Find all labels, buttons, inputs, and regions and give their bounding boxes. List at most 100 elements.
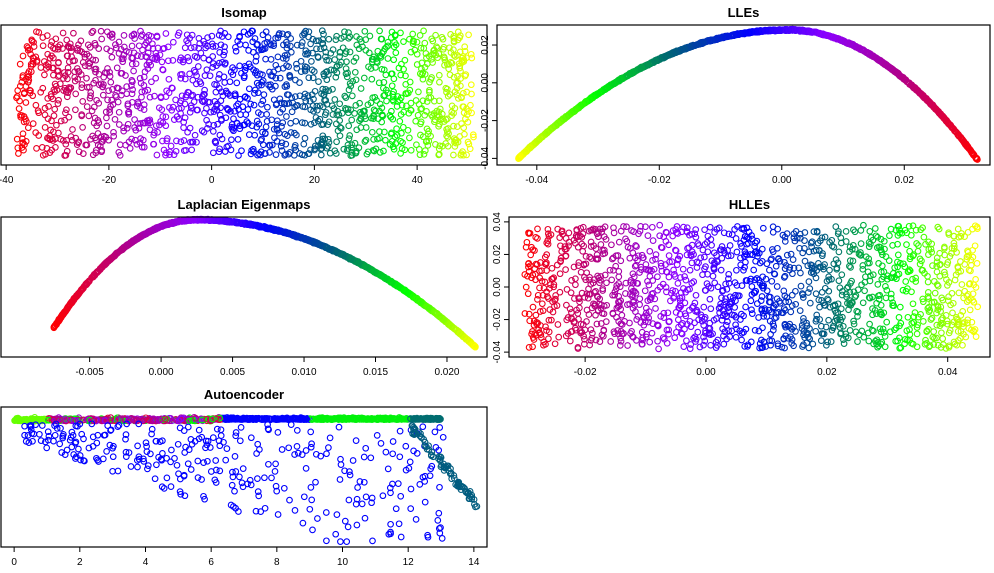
point bbox=[89, 27, 97, 35]
panel-title: Isomap bbox=[221, 5, 267, 20]
point bbox=[444, 115, 451, 123]
point bbox=[268, 116, 276, 124]
point bbox=[209, 149, 217, 157]
point bbox=[236, 125, 244, 133]
point bbox=[433, 107, 441, 115]
point bbox=[350, 58, 358, 65]
point bbox=[318, 27, 326, 35]
point bbox=[169, 84, 176, 92]
point bbox=[208, 32, 216, 40]
point bbox=[439, 45, 447, 53]
point bbox=[77, 71, 85, 78]
point bbox=[223, 143, 231, 151]
point bbox=[240, 74, 248, 82]
point bbox=[200, 128, 208, 136]
point bbox=[524, 290, 532, 298]
point bbox=[215, 59, 223, 67]
point bbox=[293, 60, 300, 68]
point bbox=[78, 81, 86, 88]
point bbox=[444, 92, 452, 100]
point bbox=[279, 105, 287, 113]
point bbox=[443, 88, 450, 96]
point bbox=[378, 35, 386, 43]
point bbox=[15, 150, 22, 157]
x-tick-label: 40 bbox=[412, 175, 424, 186]
point bbox=[211, 137, 219, 145]
point bbox=[174, 32, 182, 39]
point bbox=[748, 28, 756, 36]
point bbox=[602, 84, 609, 92]
point bbox=[108, 34, 116, 41]
point bbox=[726, 32, 733, 40]
point bbox=[106, 106, 113, 113]
point bbox=[109, 86, 116, 93]
point bbox=[24, 124, 32, 132]
point bbox=[267, 41, 275, 49]
point bbox=[169, 57, 177, 64]
point bbox=[24, 44, 32, 52]
point bbox=[15, 105, 23, 112]
point bbox=[436, 105, 444, 113]
point bbox=[238, 147, 245, 155]
point bbox=[186, 70, 193, 78]
point bbox=[419, 69, 427, 77]
point bbox=[454, 28, 462, 36]
point bbox=[190, 98, 198, 106]
point bbox=[251, 86, 259, 94]
point bbox=[87, 92, 94, 100]
point bbox=[290, 151, 298, 159]
point bbox=[90, 103, 98, 111]
point bbox=[54, 43, 62, 51]
point bbox=[340, 145, 348, 153]
point bbox=[753, 300, 761, 307]
point bbox=[927, 101, 935, 108]
point bbox=[400, 38, 407, 45]
point bbox=[54, 100, 62, 107]
point bbox=[221, 48, 228, 56]
point bbox=[115, 50, 123, 57]
point bbox=[311, 119, 318, 127]
x-tick-label: 0.010 bbox=[292, 367, 317, 378]
point bbox=[776, 27, 783, 34]
point bbox=[252, 53, 260, 60]
point bbox=[200, 90, 208, 98]
point bbox=[250, 101, 258, 109]
point bbox=[221, 43, 228, 51]
point bbox=[406, 86, 414, 94]
point bbox=[301, 119, 309, 127]
point bbox=[345, 109, 352, 117]
point bbox=[412, 117, 420, 125]
point bbox=[312, 37, 320, 45]
point bbox=[368, 128, 376, 136]
point bbox=[356, 35, 364, 43]
point bbox=[232, 92, 239, 99]
point bbox=[149, 40, 156, 48]
point bbox=[345, 29, 352, 36]
point bbox=[63, 52, 71, 60]
point bbox=[262, 55, 269, 63]
point bbox=[805, 278, 813, 285]
point bbox=[828, 33, 836, 41]
panel-isomap: Isomap-40 -20 0 20 40 bbox=[0, 5, 488, 186]
point bbox=[413, 38, 421, 46]
point bbox=[181, 75, 189, 83]
point bbox=[825, 32, 833, 40]
x-tick-label: 0 bbox=[209, 175, 215, 186]
point bbox=[162, 113, 170, 121]
point bbox=[322, 109, 330, 116]
point bbox=[372, 64, 379, 71]
point bbox=[64, 89, 72, 97]
point bbox=[71, 73, 79, 81]
point bbox=[302, 50, 309, 58]
point bbox=[388, 82, 396, 90]
point bbox=[416, 32, 424, 39]
point bbox=[95, 70, 103, 78]
point bbox=[418, 65, 425, 73]
point bbox=[432, 31, 439, 39]
point bbox=[715, 35, 722, 42]
point bbox=[141, 68, 149, 76]
point bbox=[14, 87, 22, 94]
point bbox=[310, 68, 318, 75]
point bbox=[159, 66, 166, 73]
point bbox=[596, 89, 604, 96]
